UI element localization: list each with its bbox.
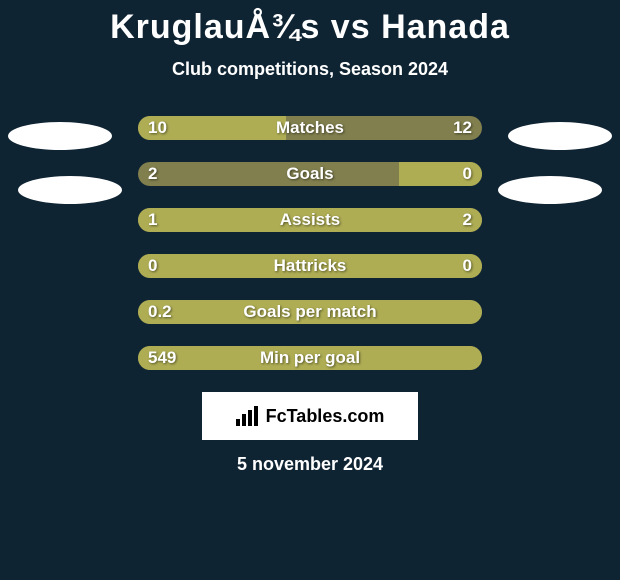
stat-right-value: 0 [463,256,472,276]
stat-label: Goals [286,164,333,184]
flag-left-1 [8,122,112,150]
stat-right-value: 0 [463,164,472,184]
stat-left-value: 549 [148,348,176,368]
stat-row: 1 Assists 2 [138,208,482,232]
stat-right-value: 2 [463,210,472,230]
flag-right-2 [498,176,602,204]
comparison-card: KruglauÅ¾s vs Hanada Club competitions, … [0,0,620,580]
stat-label: Hattricks [274,256,347,276]
flag-right-1 [508,122,612,150]
stat-label: Min per goal [260,348,360,368]
brand-bars-icon [236,406,258,426]
stat-left-value: 0 [148,256,157,276]
brand-box: FcTables.com [202,392,418,440]
flag-left-2 [18,176,122,204]
stat-label: Matches [276,118,344,138]
stat-row: 2 Goals 0 [138,162,482,186]
stat-label: Assists [280,210,340,230]
season-subtitle: Club competitions, Season 2024 [0,59,620,80]
stat-label: Goals per match [243,302,376,322]
stat-right-value: 12 [453,118,472,138]
stat-row: 0 Hattricks 0 [138,254,482,278]
stat-row: 549 Min per goal [138,346,482,370]
stat-row: 0.2 Goals per match [138,300,482,324]
page-title: KruglauÅ¾s vs Hanada [0,8,620,47]
brand-text: FcTables.com [266,406,385,427]
stats-bars: 10 Matches 12 2 Goals 0 1 Assists 2 0 Hattricks 0 0.… [138,116,482,370]
stat-left-value: 2 [148,164,157,184]
stat-left-value: 0.2 [148,302,172,322]
stat-left-value: 1 [148,210,157,230]
snapshot-date: 5 november 2024 [0,454,620,475]
stat-row: 10 Matches 12 [138,116,482,140]
stat-left-value: 10 [148,118,167,138]
